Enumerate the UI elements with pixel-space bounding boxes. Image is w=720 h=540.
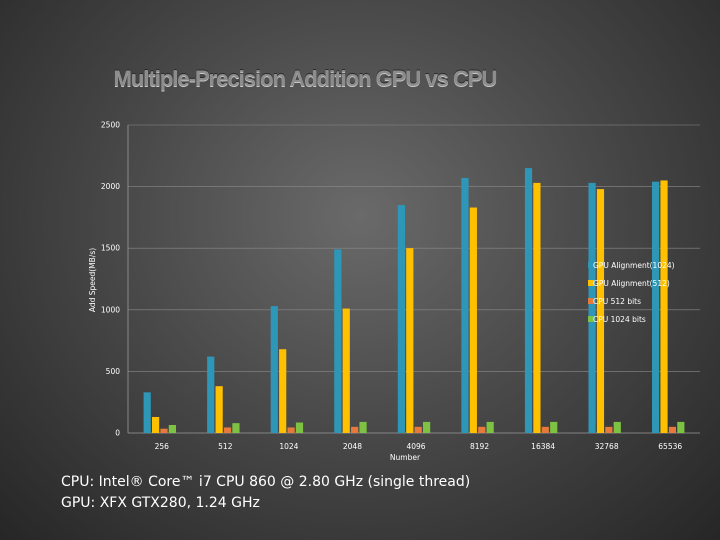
bar-gpu-alignment-1024--16384 bbox=[524, 168, 533, 433]
bar-cpu-1024-bits-8192 bbox=[486, 421, 494, 433]
bar-cpu-512-bits-256 bbox=[160, 428, 168, 433]
chart-title: Multiple-Precision Addition GPU vs CPU bbox=[113, 66, 498, 91]
bar-gpu-alignment-1024--512 bbox=[207, 356, 215, 433]
y-axis-label: Add Speed(MB/s) bbox=[88, 248, 97, 312]
x-tick-label: 65536 bbox=[658, 442, 682, 451]
x-tick-label: 4096 bbox=[406, 442, 425, 451]
y-tick-labels: 0 500 1000 1500 2000 2500 bbox=[101, 121, 120, 438]
bar-gpu-alignment-1024--8192 bbox=[461, 177, 469, 433]
bar-gpu-alignment-512--512 bbox=[215, 386, 223, 433]
bar-cpu-512-bits-512 bbox=[223, 427, 232, 433]
bar-gpu-alignment-1024--2048 bbox=[334, 249, 342, 433]
bar-cpu-1024-bits-65536 bbox=[677, 421, 685, 433]
x-tick-label: 16384 bbox=[531, 442, 555, 451]
bar-cpu-1024-bits-16384 bbox=[550, 421, 558, 433]
bar-gpu-alignment-1024--1024 bbox=[270, 306, 278, 433]
y-tick-label: 1500 bbox=[101, 244, 120, 253]
bar-gpu-alignment-512--8192 bbox=[469, 207, 477, 433]
bar-gpu-alignment-512--4096 bbox=[406, 248, 414, 433]
bar-cpu-512-bits-4096 bbox=[414, 426, 422, 433]
bar-cpu-1024-bits-32768 bbox=[613, 421, 621, 433]
bar-gpu-alignment-512--2048 bbox=[342, 308, 350, 433]
bar-gpu-alignment-1024--256 bbox=[143, 392, 151, 433]
bar-gpu-alignment-1024--32768 bbox=[588, 182, 596, 433]
legend-swatch bbox=[588, 280, 594, 286]
grid-lines bbox=[128, 124, 700, 372]
bar-gpu-alignment-1024--4096 bbox=[397, 205, 405, 433]
legend-swatch bbox=[588, 298, 594, 304]
bar-gpu-alignment-512--16384 bbox=[533, 182, 541, 433]
y-tick-label: 1000 bbox=[101, 305, 120, 314]
y-tick-label: 2000 bbox=[101, 182, 120, 191]
y-tick-label: 0 bbox=[115, 429, 120, 438]
legend: GPU Alignment(1024) GPU Alignment(512) CPU… bbox=[588, 261, 675, 324]
x-tick-label: 32768 bbox=[595, 442, 619, 451]
bar-cpu-512-bits-65536 bbox=[668, 426, 677, 433]
x-tick-label: 256 bbox=[155, 442, 170, 451]
bar-cpu-1024-bits-1024 bbox=[295, 422, 304, 433]
legend-label: CPU 512 bits bbox=[593, 297, 641, 306]
gpu-footnote: GPU: XFX GTX280, 1.24 GHz bbox=[61, 495, 260, 511]
y-tick-label: 2500 bbox=[101, 121, 120, 130]
bar-gpu-alignment-1024--65536 bbox=[652, 181, 660, 433]
bar-cpu-1024-bits-256 bbox=[168, 424, 176, 433]
x-tick-label: 1024 bbox=[279, 442, 298, 451]
bars bbox=[143, 168, 685, 433]
bar-gpu-alignment-512--32768 bbox=[596, 189, 605, 433]
bar-cpu-512-bits-1024 bbox=[287, 427, 295, 433]
x-tick-label: 2048 bbox=[343, 442, 362, 451]
x-tick-label: 8192 bbox=[470, 442, 489, 451]
bar-cpu-1024-bits-512 bbox=[232, 423, 240, 433]
axes bbox=[127, 125, 700, 434]
x-axis-label: Number bbox=[390, 453, 421, 462]
bar-cpu-1024-bits-2048 bbox=[359, 421, 367, 433]
bar-cpu-512-bits-32768 bbox=[605, 426, 613, 433]
bar-cpu-512-bits-2048 bbox=[351, 426, 359, 433]
bar-cpu-512-bits-16384 bbox=[541, 426, 549, 433]
bar-gpu-alignment-512--65536 bbox=[660, 180, 668, 433]
bar-gpu-alignment-512--256 bbox=[151, 416, 160, 433]
legend-label: GPU Alignment(512) bbox=[593, 279, 670, 288]
bar-cpu-1024-bits-4096 bbox=[423, 421, 431, 433]
bar-gpu-alignment-512--1024 bbox=[279, 349, 287, 433]
legend-label: GPU Alignment(1024) bbox=[593, 261, 675, 270]
legend-swatch bbox=[588, 316, 594, 322]
legend-label: CPU 1024 bits bbox=[593, 315, 646, 324]
cpu-footnote: CPU: Intel® Core™ i7 CPU 860 @ 2.80 GHz … bbox=[61, 474, 471, 490]
x-tick-label: 512 bbox=[218, 442, 233, 451]
x-tick-labels: 256 512 1024 2048 4096 8192 16384 32768 65536 bbox=[155, 442, 683, 451]
legend-swatch bbox=[588, 262, 594, 268]
bar-cpu-512-bits-8192 bbox=[478, 426, 486, 433]
y-tick-label: 500 bbox=[106, 367, 121, 376]
